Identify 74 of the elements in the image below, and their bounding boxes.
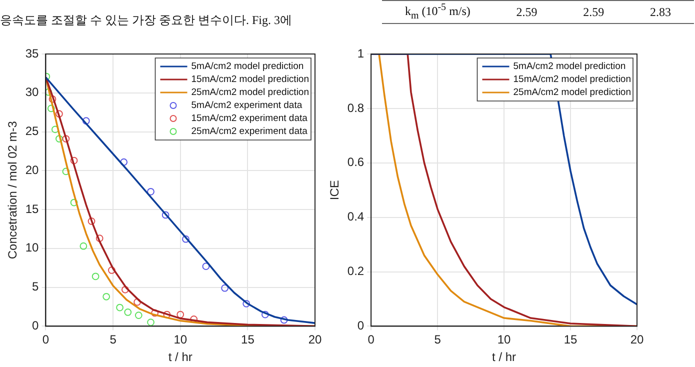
y-tick-label: 0 xyxy=(357,318,364,333)
legend-label: 15mA/cm2 experiment data xyxy=(191,113,308,124)
y-tick-label: 30 xyxy=(25,85,40,100)
point xyxy=(47,104,55,112)
point xyxy=(280,316,288,324)
legend-label: 5mA/cm2 experiment data xyxy=(191,100,303,112)
x-tick-label: 20 xyxy=(630,332,644,347)
point xyxy=(56,110,63,118)
point xyxy=(134,298,141,306)
legend-label: 5mA/cm2 model prediction xyxy=(513,61,626,72)
text: k$_{m}$ (10$^{-5}$ m/s) xyxy=(404,2,470,22)
y-tick-label: 0.2 xyxy=(347,264,364,278)
point xyxy=(121,286,129,294)
point xyxy=(162,211,170,219)
point xyxy=(80,242,88,250)
point xyxy=(70,156,78,164)
point xyxy=(116,304,124,312)
y-tick-label: 0.6 xyxy=(347,155,364,170)
point xyxy=(202,262,210,270)
y-tick-label: 0.8 xyxy=(347,100,364,115)
x-tick-label: 20 xyxy=(308,332,322,347)
point xyxy=(147,318,154,326)
legend-label: 25mA/cm2 experiment data xyxy=(191,126,308,138)
point xyxy=(242,300,250,308)
point xyxy=(163,310,171,318)
text: 2.83 xyxy=(650,4,672,20)
x-tick-label: 5 xyxy=(434,332,442,347)
point xyxy=(134,312,142,320)
legend-label: 5mA/cm2 model prediction xyxy=(191,61,304,72)
x-tick-label: 5 xyxy=(110,332,117,347)
point xyxy=(261,310,269,318)
point xyxy=(108,266,116,274)
point xyxy=(96,234,104,242)
legend-label: 15mA/cm2 model prediction xyxy=(513,74,631,86)
text: 2.59 xyxy=(516,4,538,20)
legend-label: 25mA/cm2 model prediction xyxy=(191,87,309,98)
x-tick-label: 15 xyxy=(241,332,255,347)
point xyxy=(124,308,132,316)
point xyxy=(88,218,96,225)
text: 응속도를 조절할 수 있는 가장 중요한 변수이다. Fig. 3에 xyxy=(0,12,292,28)
y-axis-title: ICE xyxy=(328,180,342,200)
point xyxy=(182,235,190,243)
y-tick-label: 0 xyxy=(32,318,40,333)
x-tick-label: 10 xyxy=(174,332,188,347)
point xyxy=(62,135,70,142)
y-tick-label: 25 xyxy=(25,124,40,138)
x-axis-title: t / hr xyxy=(492,350,516,364)
y-tick-label: 1 xyxy=(357,46,364,60)
y-tick-label: 15 xyxy=(25,202,40,216)
y-tick-label: 10 xyxy=(25,240,40,255)
x-tick-label: 0 xyxy=(368,332,375,347)
x-tick-label: 10 xyxy=(497,332,512,347)
point xyxy=(48,95,56,103)
text: 2.59 xyxy=(583,4,604,20)
x-tick-label: 15 xyxy=(564,332,578,347)
point xyxy=(151,309,158,317)
y-tick-label: 0.4 xyxy=(347,210,364,224)
y-tick-label: 20 xyxy=(25,162,40,177)
point xyxy=(82,117,90,125)
point xyxy=(92,272,100,280)
point xyxy=(56,135,63,142)
point xyxy=(62,168,70,176)
legend-label: 25mA/cm2 model prediction xyxy=(513,87,631,98)
y-axis-title: Concetration / mol 02 m-3 xyxy=(6,120,20,260)
x-axis-title: t / hr xyxy=(168,350,192,364)
point xyxy=(176,310,184,318)
point xyxy=(70,198,78,206)
point xyxy=(102,292,110,300)
point xyxy=(221,284,228,292)
y-tick-label: 35 xyxy=(25,46,40,60)
y-tick-label: 5 xyxy=(32,280,40,294)
x-tick-label: 0 xyxy=(42,332,50,347)
point xyxy=(147,188,154,196)
legend-label: 15mA/cm2 model prediction xyxy=(191,74,309,86)
